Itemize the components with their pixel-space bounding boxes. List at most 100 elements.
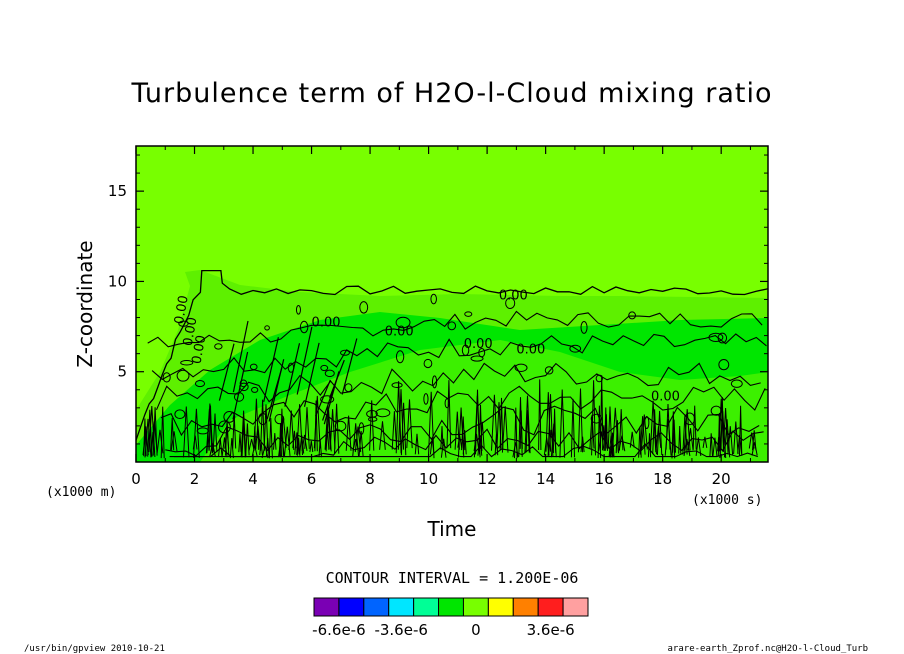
contour-line [733,421,739,455]
y-tick-label: 15 [108,182,127,200]
contour-line [475,389,480,455]
contour-line [320,395,335,404]
contour-line [718,359,730,371]
contour-line [479,421,485,449]
contour-line [597,405,602,459]
contour-line [414,433,420,455]
contour-line [751,442,758,456]
contour-line [391,411,398,450]
contour-line [340,349,350,356]
contour-line [301,434,308,451]
contour-line [524,395,531,454]
contour-line [345,415,352,451]
contour-line [462,429,467,455]
contour-line [223,411,236,423]
colorbar [313,597,589,617]
contour-line [580,321,588,334]
contour-line [183,406,190,458]
x-tick-label: 0 [131,470,141,488]
contour-line [730,379,743,388]
colorbar-swatch [438,597,464,617]
colorbar-swatch [338,597,365,617]
contour-line [440,426,444,450]
contour-line [570,398,575,458]
contour-line [274,413,285,425]
contour-line [221,437,228,458]
contour-line [296,437,301,456]
contour-line [591,380,596,456]
contour-line [550,423,557,458]
contour-line [260,399,265,451]
contour-line [174,443,758,458]
contour-line [496,402,502,449]
colorbar-tick-label: -6.6e-6 [312,621,365,639]
y-tick-label: 10 [108,272,127,290]
contour-line [501,406,509,453]
contour-line [431,375,438,389]
contour-line [263,404,269,449]
contour-label: 0.00 [312,316,341,331]
contour-line [232,320,249,393]
contour-line [309,440,314,453]
contour-line [440,438,447,458]
contour-line [218,420,231,434]
colorbar-swatch [363,597,390,617]
contour-line [525,409,530,453]
contour-line [692,405,697,450]
contour-label: 0.00 [464,337,493,352]
contour-line [135,269,769,441]
contour-line [664,419,672,456]
contour-line [352,423,360,457]
contour-line [717,332,728,344]
contour-line [212,413,218,453]
colorbar-swatch [512,597,539,617]
contour-line [232,351,249,420]
contour-line [194,380,206,388]
contour-line [512,442,519,458]
contour-line [151,421,158,451]
contour-line [258,412,268,426]
contour-line [710,405,722,416]
contour-line [324,369,335,378]
contour-line [238,433,242,453]
contour-line [299,320,309,334]
contour-line [239,379,248,388]
contour-line [334,420,347,432]
x-tick-label: 10 [419,470,438,488]
x-axis-title: Time [427,517,477,541]
contour-line [344,383,353,393]
contour-line [278,434,285,458]
contour-line [618,435,626,452]
contour-line [454,411,460,450]
contour-line [447,321,457,331]
contour-label: 0.00 [172,294,192,325]
x-tick-label: 4 [248,470,258,488]
colorbar-tick-label: 0 [471,621,481,639]
contour-label: 0.00 [190,334,210,365]
colorbar-swatch [462,597,489,617]
chart-title: Turbulence term of H2O-l-Cloud mixing ra… [131,78,773,109]
contour-line [423,358,433,369]
contour-line [615,420,619,454]
contour-line [538,379,542,451]
contour-line [229,438,234,459]
contour-line [720,397,725,451]
contour-line [225,419,230,456]
x-tick-label: 20 [712,470,731,488]
contour-line [251,386,259,393]
contour-line [155,362,761,411]
x-tick-label: 18 [653,470,672,488]
contour-line [315,379,331,417]
contour-line [446,380,452,449]
contour-line [268,418,273,459]
plot-frame [135,145,769,463]
contour-line [303,342,320,407]
contour-line [577,388,584,453]
contour-line [395,350,405,364]
contour-labels: 0.000.000.000.000.000.00 0.000.000.00 [172,288,680,404]
contour-line [295,304,301,315]
x-axis: 0 2 4 6 8 10 12 14 16 18 20 [131,146,751,488]
contour-line [647,433,652,458]
contour-line [160,406,165,459]
